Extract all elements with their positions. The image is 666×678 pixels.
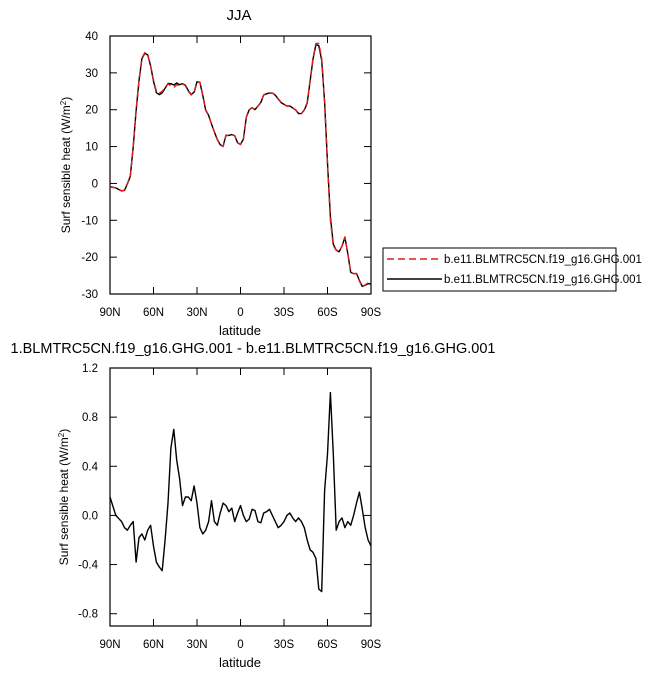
bottom-x-tick-label: 60S [317,639,338,651]
top-y-tick-label: -20 [81,252,98,264]
legend-label-series-2: b.e11.BLMTRC5CN.f19_g16.GHG.001 [444,274,642,286]
top-y-axis-label-sup: 2 [59,100,68,105]
bottom-y-tick-label: 1.2 [82,363,98,375]
legend-label-series-1: b.e11.BLMTRC5CN.f19_g16.GHG.001 [444,254,642,266]
top-x-tick-label: 0 [237,307,243,319]
top-y-tick-label: 40 [85,31,98,43]
top-x-ticks: 90N 60N 30N 0 30S 60S 90S [99,36,382,319]
top-series-lines [109,42,372,288]
bottom-series-lines [109,391,372,593]
bottom-x-axis-label: latitude [219,655,261,670]
top-plot-frame [109,35,372,295]
bottom-x-tick-label: 90S [361,639,382,651]
bottom-y-tick-label: 0.0 [82,510,98,522]
top-y-tick-label: 30 [85,68,98,80]
bottom-y-tick-label: -0.4 [78,560,98,572]
bottom-difference-line [109,391,372,593]
top-x-tick-label: 60S [317,307,338,319]
bottom-x-ticks: 90N 60N 30N 0 30S 60S 90S [99,368,382,651]
bottom-chart-title: 1.BLMTRC5CN.f19_g16.GHG.001 - b.e11.BLMT… [11,341,496,357]
bottom-y-tick-label: 0.4 [82,461,99,473]
top-series-1-line [109,42,371,288]
top-y-tick-label: 20 [85,105,98,117]
top-series-2-line [109,44,372,288]
top-x-tick-label: 60N [143,307,164,319]
top-x-tick-label: 30S [274,307,295,319]
top-y-tick-label: 10 [85,142,98,154]
bottom-x-tick-label: 30S [274,639,295,651]
top-x-tick-label: 30N [186,307,207,319]
top-y-ticks: -30 -20 -10 0 10 20 30 40 [81,31,371,301]
legend: b.e11.BLMTRC5CN.f19_g16.GHG.001 b.e11.BL… [382,247,642,292]
top-y-tick-label: -10 [81,215,98,227]
bottom-y-axis-label: Surf sensible heat (W/m2) [57,429,71,566]
legend-box [382,247,617,292]
bottom-x-tick-label: 60N [143,639,164,651]
bottom-x-tick-label: 30N [186,639,207,651]
bottom-y-tick-label: 0.8 [82,412,98,424]
top-x-axis-label: latitude [219,323,261,338]
top-x-tick-label: 90N [99,307,120,319]
top-chart-title: JJA [226,7,251,24]
top-y-axis-label: Surf sensible heat (W/m2) [59,97,73,234]
bottom-y-ticks: -0.8 -0.4 0.0 0.4 0.8 1.2 [78,363,371,621]
bottom-y-axis-label-sup: 2 [57,432,66,437]
top-y-tick-label: 0 [92,178,98,190]
bottom-y-tick-label: -0.8 [78,609,98,621]
bottom-x-tick-label: 90N [99,639,120,651]
bottom-panel: 1.BLMTRC5CN.f19_g16.GHG.001 - b.e11.BLMT… [11,341,496,670]
bottom-x-tick-label: 0 [237,639,243,651]
top-y-tick-label: -30 [81,289,98,301]
bottom-plot-frame [109,367,372,627]
top-x-tick-label: 90S [361,307,382,319]
